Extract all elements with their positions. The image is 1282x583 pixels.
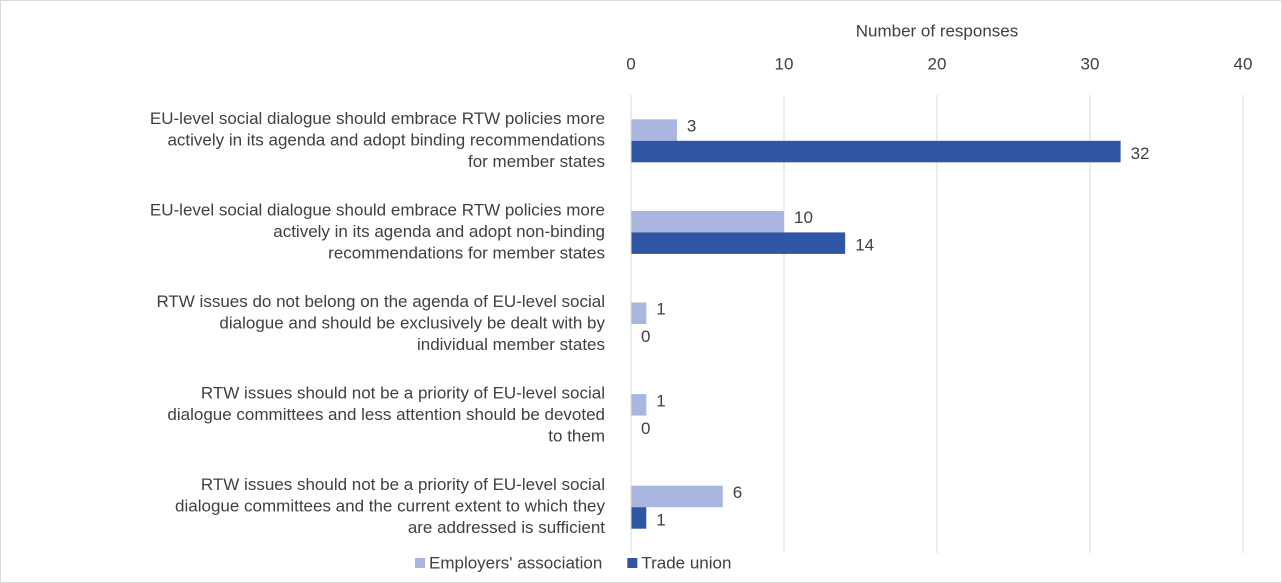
y-tick-label: actively in its agenda and adopt binding… — [167, 130, 605, 149]
x-tick-label: 40 — [1234, 54, 1253, 73]
data-label: 3 — [687, 117, 696, 136]
y-tick-label: are addressed is sufficient — [408, 518, 605, 537]
data-label: 6 — [733, 483, 742, 502]
y-tick-label: dialogue committees and less attention s… — [167, 405, 605, 424]
x-tick-label: 30 — [1081, 54, 1100, 73]
y-tick-label: RTW issues do not belong on the agenda o… — [156, 292, 605, 311]
y-tick-label: recommendations for member states — [328, 243, 605, 262]
data-label: 14 — [855, 236, 874, 255]
bar — [631, 140, 1121, 163]
x-tick-label: 20 — [928, 54, 947, 73]
data-label: 10 — [794, 208, 813, 227]
data-label: 0 — [641, 419, 650, 438]
legend-swatch — [627, 558, 638, 568]
y-tick-label: individual member states — [417, 335, 605, 354]
legend-swatch — [415, 558, 425, 568]
bar — [631, 507, 647, 529]
bar — [631, 119, 677, 141]
y-tick-label: dialogue committees and the current exte… — [175, 497, 605, 516]
bar — [631, 302, 647, 324]
x-tick-label: 0 — [626, 54, 635, 73]
y-tick-label: RTW issues should not be a priority of E… — [201, 384, 605, 403]
y-tick-label: EU-level social dialogue should embrace … — [150, 109, 605, 128]
axis-title: Number of responses — [856, 21, 1019, 40]
bar — [631, 394, 647, 416]
bar — [631, 210, 784, 233]
x-tick-label: 10 — [775, 54, 794, 73]
bar — [631, 485, 723, 508]
legend-label: Trade union — [641, 553, 731, 572]
y-tick-label: EU-level social dialogue should embrace … — [150, 200, 605, 219]
data-label: 0 — [641, 327, 650, 346]
y-tick-label: dialogue and should be exclusively be de… — [219, 313, 605, 332]
data-label: 1 — [656, 510, 665, 529]
data-label: 32 — [1131, 144, 1150, 163]
legend-label: Employers' association — [429, 553, 602, 572]
y-tick-label: for member states — [468, 152, 605, 171]
y-tick-label: actively in its agenda and adopt non-bin… — [273, 222, 605, 241]
y-tick-label: to them — [548, 427, 605, 446]
y-tick-label: RTW issues should not be a priority of E… — [201, 475, 605, 494]
data-label: 1 — [656, 300, 665, 319]
bar — [631, 232, 846, 254]
data-label: 1 — [656, 391, 665, 410]
